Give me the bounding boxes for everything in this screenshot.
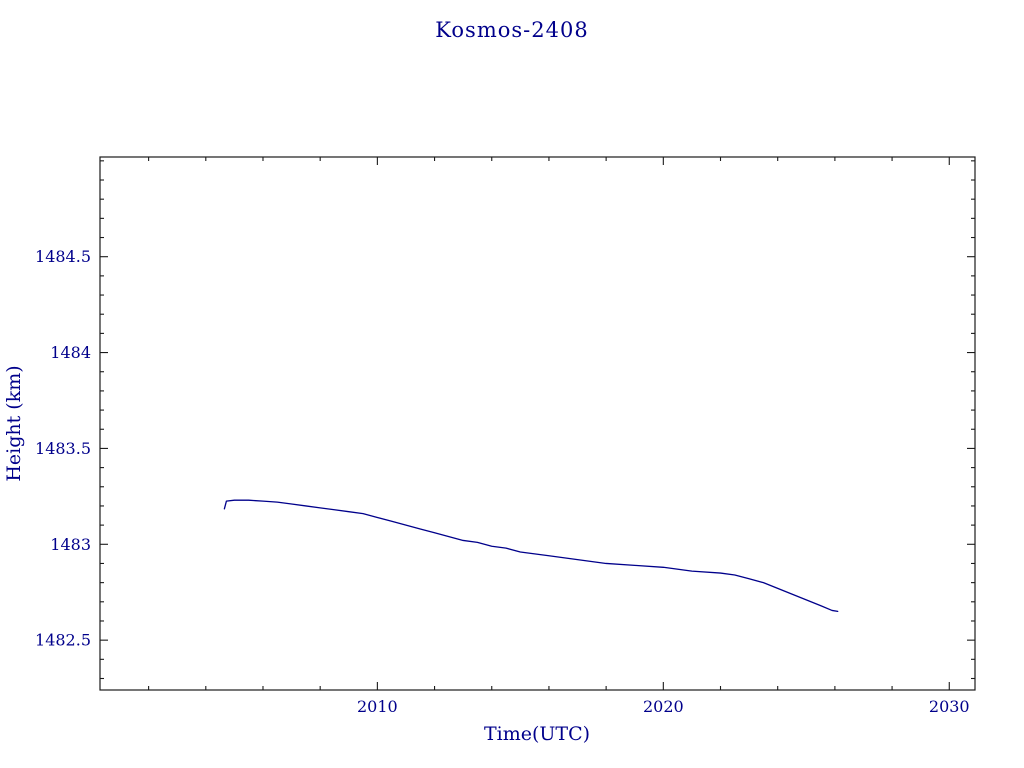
x-tick-label: 2030: [929, 697, 970, 716]
y-tick-label: 1483.5: [35, 439, 91, 458]
y-tick-label: 1482.5: [35, 631, 91, 650]
data-series-line: [223, 499, 839, 613]
y-axis-label: Height (km): [3, 365, 25, 481]
y-tick-label: 1483: [50, 535, 91, 554]
chart-title: Kosmos-2408: [435, 18, 588, 42]
plot-frame: [99, 156, 976, 691]
x-tick-label: 2010: [357, 697, 398, 716]
axis-ticks: [100, 157, 975, 690]
y-tick-label: 1484.5: [35, 247, 91, 266]
y-tick-label: 1484: [50, 343, 91, 362]
axis-tick-labels: 2010 2020 2030 1482.5 1483 1483.5 1484 1484.5: [35, 247, 970, 716]
x-tick-label: 2020: [643, 697, 684, 716]
x-axis-label: Time(UTC): [484, 723, 590, 745]
